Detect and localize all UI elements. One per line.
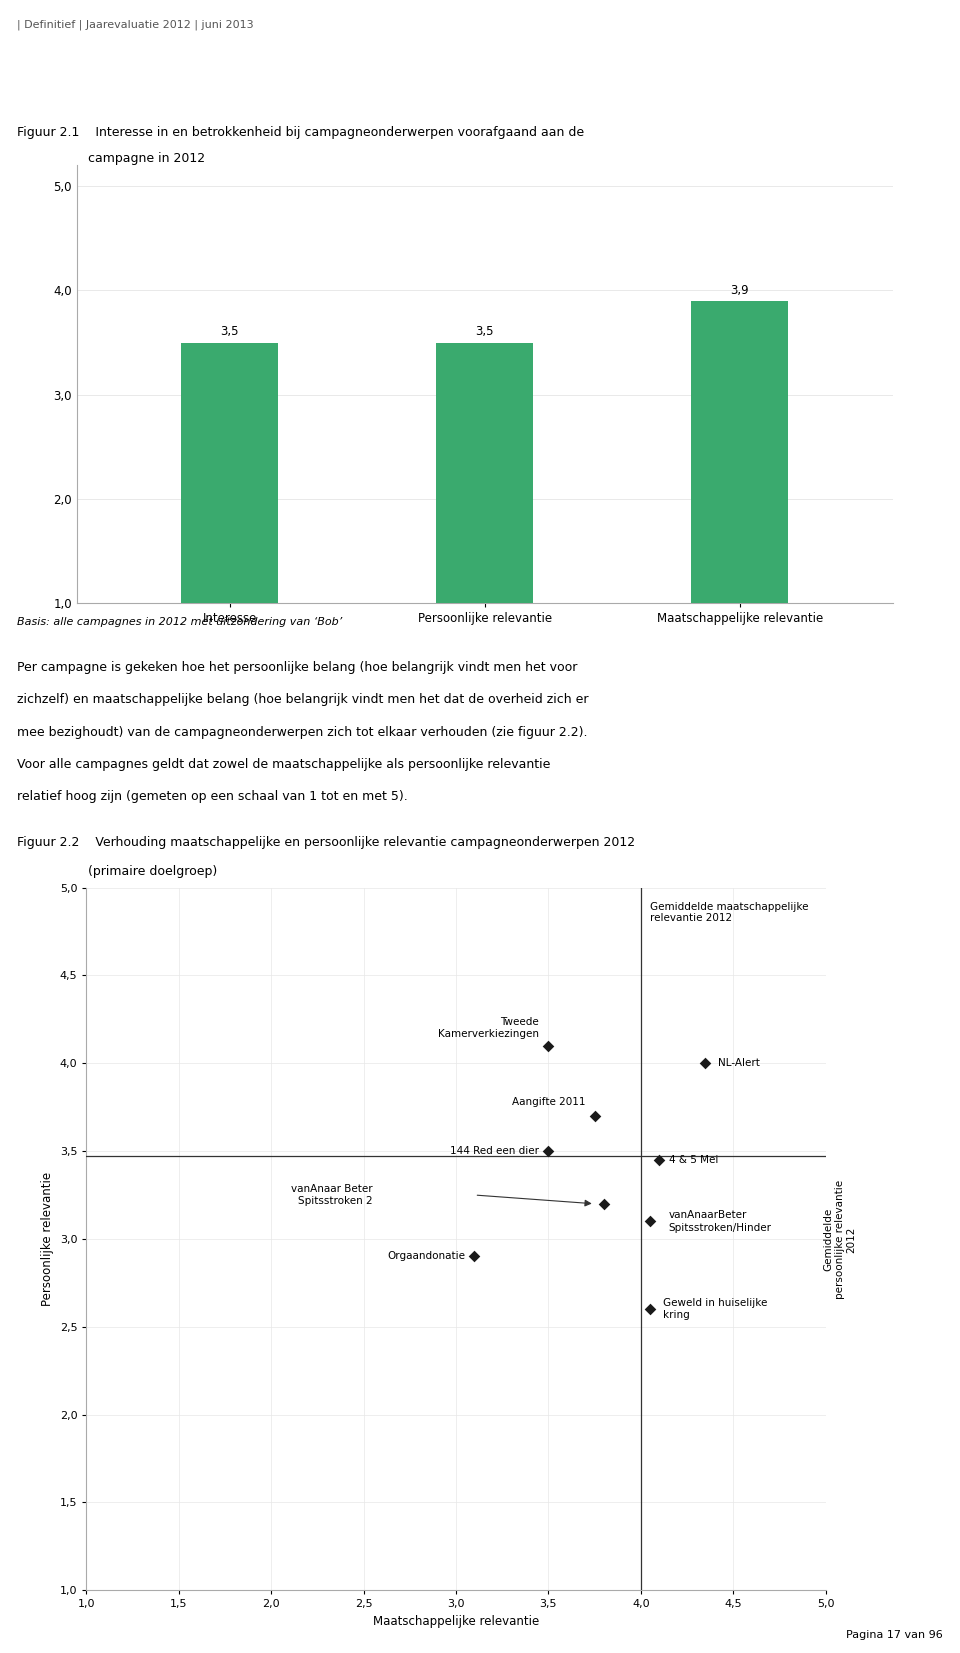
- Text: 4 & 5 Mei: 4 & 5 Mei: [668, 1155, 718, 1165]
- Text: 3,5: 3,5: [475, 326, 494, 339]
- Text: 3,9: 3,9: [731, 284, 749, 298]
- X-axis label: Maatschappelijke relevantie: Maatschappelijke relevantie: [372, 1615, 540, 1628]
- Text: Aangifte 2011: Aangifte 2011: [512, 1098, 586, 1108]
- Text: Geweld in huiselijke
kring: Geweld in huiselijke kring: [663, 1298, 767, 1321]
- Text: vanAnaarBeter
Spitsstroken/Hinder: vanAnaarBeter Spitsstroken/Hinder: [668, 1210, 772, 1233]
- Point: [596, 1190, 612, 1217]
- Text: 3,5: 3,5: [221, 326, 239, 339]
- Text: Figuur 2.2    Verhouding maatschappelijke en persoonlijke relevantie campagneond: Figuur 2.2 Verhouding maatschappelijke e…: [17, 836, 636, 850]
- Text: 144 Red een dier: 144 Red een dier: [450, 1146, 540, 1155]
- Text: mee bezighoudt) van de campagneonderwerpen zich tot elkaar verhouden (zie figuur: mee bezighoudt) van de campagneonderwerp…: [17, 726, 588, 739]
- Text: Gemiddelde maatschappelijke
relevantie 2012: Gemiddelde maatschappelijke relevantie 2…: [650, 903, 808, 924]
- Text: | Definitief | Jaarevaluatie 2012 | juni 2013: | Definitief | Jaarevaluatie 2012 | juni…: [17, 18, 253, 30]
- Text: vanAnaar Beter
Spitsstroken 2: vanAnaar Beter Spitsstroken 2: [291, 1184, 372, 1207]
- Bar: [691, 301, 788, 707]
- Text: Tweede
Kamerverkiezingen: Tweede Kamerverkiezingen: [438, 1017, 540, 1040]
- Text: relatief hoog zijn (gemeten op een schaal van 1 tot en met 5).: relatief hoog zijn (gemeten op een schaa…: [17, 790, 408, 803]
- Point: [642, 1296, 658, 1322]
- Text: Basis: alle campagnes in 2012 met uitzondering van ‘Bob’: Basis: alle campagnes in 2012 met uitzon…: [17, 617, 343, 626]
- Point: [652, 1147, 667, 1174]
- Text: NL-Alert: NL-Alert: [718, 1058, 760, 1068]
- Point: [540, 1137, 556, 1164]
- Text: Gemiddelde
persoonlijke relevantie
2012: Gemiddelde persoonlijke relevantie 2012: [824, 1180, 856, 1299]
- Text: (primaire doelgroep): (primaire doelgroep): [88, 865, 218, 878]
- Y-axis label: Persoonlijke relevantie: Persoonlijke relevantie: [41, 1172, 54, 1306]
- Text: Orgaandonatie: Orgaandonatie: [387, 1251, 466, 1261]
- Bar: [181, 342, 278, 707]
- Text: campagne in 2012: campagne in 2012: [88, 152, 205, 165]
- Point: [540, 1033, 556, 1060]
- Text: Pagina 17 van 96: Pagina 17 van 96: [846, 1630, 943, 1640]
- Point: [467, 1243, 482, 1270]
- Point: [587, 1103, 602, 1129]
- Text: Per campagne is gekeken hoe het persoonlijke belang (hoe belangrijk vindt men he: Per campagne is gekeken hoe het persoonl…: [17, 661, 578, 674]
- Text: Voor alle campagnes geldt dat zowel de maatschappelijke als persoonlijke relevan: Voor alle campagnes geldt dat zowel de m…: [17, 757, 551, 770]
- Text: zichzelf) en maatschappelijke belang (hoe belangrijk vindt men het dat de overhe: zichzelf) en maatschappelijke belang (ho…: [17, 694, 588, 706]
- Bar: [437, 342, 533, 707]
- Point: [698, 1050, 713, 1076]
- Point: [642, 1208, 658, 1235]
- Text: Figuur 2.1    Interesse in en betrokkenheid bij campagneonderwerpen voorafgaand : Figuur 2.1 Interesse in en betrokkenheid…: [17, 126, 585, 139]
